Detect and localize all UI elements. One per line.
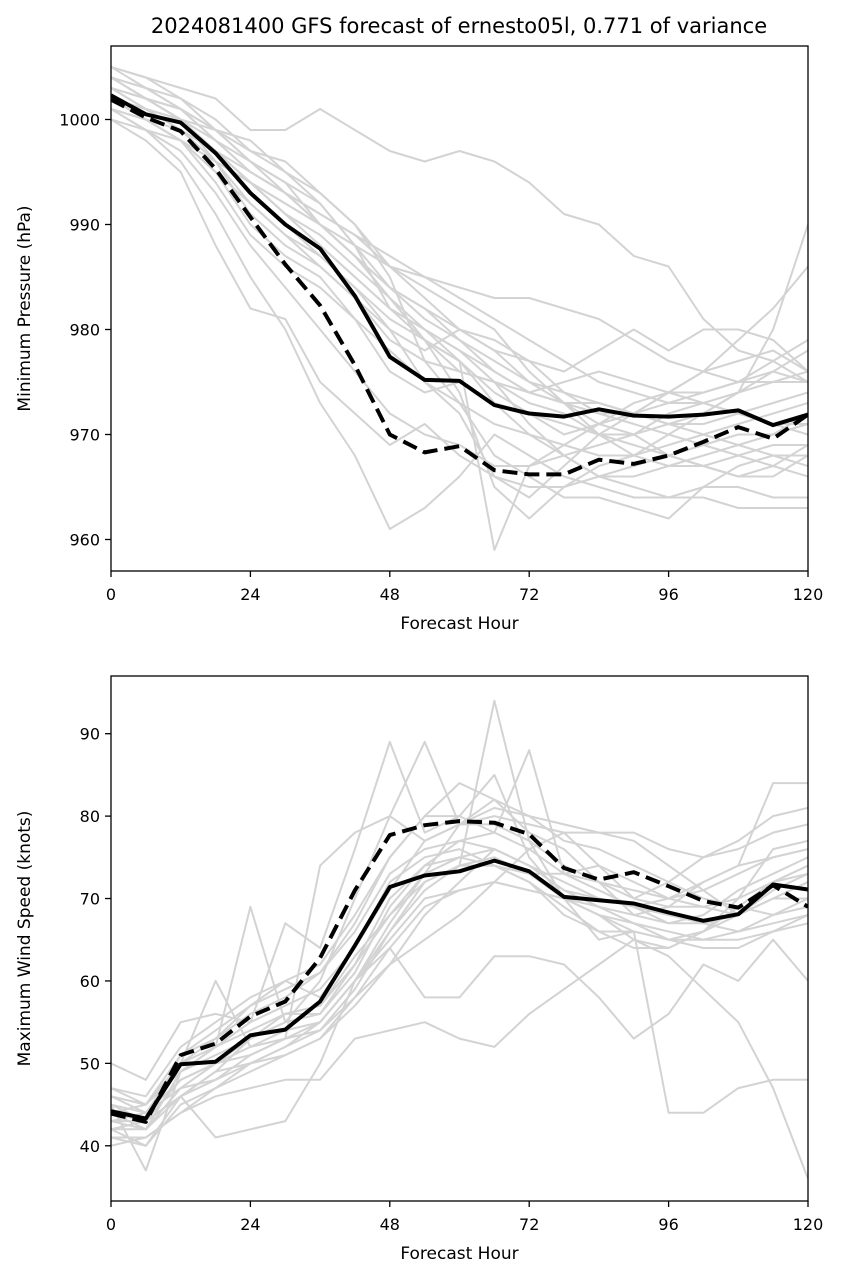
pressure-panel: 960 970 980 990 1000 0 24 48 72 96 120 Forecast H… [15, 45, 823, 634]
pressure-ensemble-member-7 [111, 108, 808, 530]
wind-ensemble-member-7 [111, 831, 808, 1123]
wind-y-axis-label: Maximum Wind Speed (knots) [15, 811, 35, 1067]
wind-solid-series [111, 858, 808, 1121]
wind-y-tick-label: 60 [80, 972, 100, 991]
wind-axes-frame [110, 675, 809, 1202]
pressure-ensemble-member-16 [111, 87, 808, 499]
wind-y-tick-label: 50 [80, 1054, 100, 1073]
pressure-y-tick-label: 990 [69, 216, 100, 235]
pressure-x-tick-label: 48 [380, 585, 400, 604]
wind-x-tick-label: 0 [106, 1215, 116, 1234]
pressure-x-tick-label: 0 [106, 585, 116, 604]
pressure-y-axis-label: Minimum Pressure (hPa) [15, 205, 35, 411]
wind-y-tick-label: 80 [80, 807, 100, 826]
wind-ensemble-member-20 [111, 881, 808, 1147]
wind-x-ticks: 0 24 48 72 96 120 [106, 1201, 823, 1234]
wind-ensemble-member-19 [111, 823, 808, 1131]
pressure-ensemble-member-21 [111, 108, 808, 425]
wind-x-tick-label: 48 [380, 1215, 400, 1234]
pressure-ensemble-member-20 [111, 97, 808, 520]
pressure-ensemble-member-22 [111, 76, 808, 478]
pressure-y-tick-label: 970 [69, 426, 100, 445]
wind-ensemble-member-11 [111, 848, 808, 1139]
wind-x-tick-label: 24 [240, 1215, 260, 1234]
pressure-ensemble-member-24 [111, 66, 808, 457]
pressure-x-axis-label: Forecast Hour [400, 614, 518, 634]
wind-y-ticks: 40 50 60 70 80 90 [80, 725, 111, 1156]
pressure-x-tick-label: 120 [793, 585, 824, 604]
chart-title: 2024081400 GFS forecast of ernesto05l, 0… [151, 14, 767, 38]
wind-x-tick-label: 72 [519, 1215, 539, 1234]
pressure-x-ticks: 0 24 48 72 96 120 [106, 571, 823, 604]
pressure-ensemble-member-6 [111, 118, 808, 488]
pressure-ensemble-member-5 [111, 108, 808, 467]
pressure-y-ticks: 960 970 980 990 1000 [59, 111, 111, 550]
wind-series-layer [111, 699, 808, 1180]
pressure-x-tick-label: 72 [519, 585, 539, 604]
wind-x-tick-label: 120 [793, 1215, 824, 1234]
wind-y-tick-label: 70 [80, 890, 100, 909]
pressure-y-tick-label: 980 [69, 321, 100, 340]
wind-x-axis-label: Forecast Hour [400, 1244, 518, 1264]
pressure-ensemble-member-18 [111, 76, 808, 467]
pressure-series-layer [111, 66, 808, 551]
wind-ensemble-member-4 [111, 938, 808, 1180]
wind-ensemble-member-13 [111, 848, 808, 1114]
wind-y-tick-label: 40 [80, 1137, 100, 1156]
wind-x-tick-label: 96 [658, 1215, 678, 1234]
pressure-x-tick-label: 24 [240, 585, 260, 604]
wind-ensemble-member-5 [111, 938, 808, 1123]
pressure-y-tick-label: 1000 [59, 111, 100, 130]
pressure-x-tick-label: 96 [658, 585, 678, 604]
pressure-y-tick-label: 960 [69, 531, 100, 550]
pressure-solid-series [111, 93, 808, 428]
pressure-ensemble-member-1 [111, 66, 808, 383]
wind-ensemble-member-21 [111, 848, 808, 1106]
wind-dashed-series [111, 819, 808, 1124]
wind-ensemble-member-17 [111, 839, 808, 1106]
wind-ensemble-member-18 [111, 856, 808, 1123]
wind-y-tick-label: 90 [80, 725, 100, 744]
pressure-axes-frame [110, 45, 809, 572]
pressure-ensemble-member-12 [111, 87, 808, 415]
